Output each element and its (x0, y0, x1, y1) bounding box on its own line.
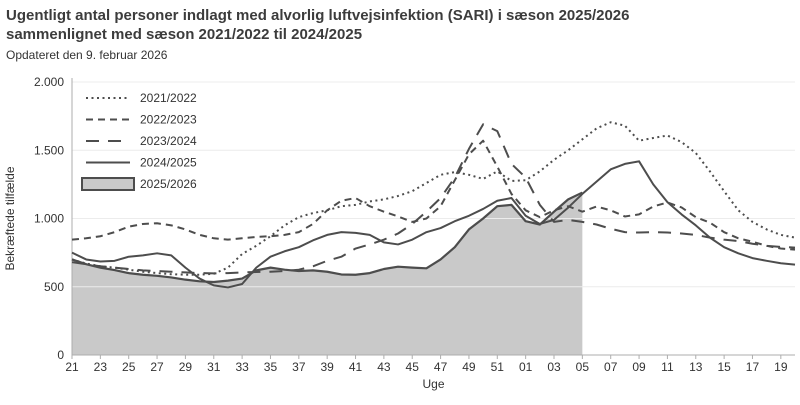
x-tick-label: 01 (519, 360, 533, 374)
legend-swatch-2025-2026 (81, 177, 135, 191)
legend-label-2023-2024: 2023/2024 (140, 134, 197, 148)
x-tick-label: 11 (661, 360, 674, 374)
x-tick-label: 37 (292, 360, 306, 374)
legend-label-2021-2022: 2021/2022 (140, 91, 197, 105)
x-tick-label: 31 (207, 360, 221, 374)
x-tick-label: 21 (65, 360, 79, 374)
x-tick-label: 03 (547, 360, 561, 374)
series-line-2021-2022 (71, 121, 796, 276)
y-tick-label: 1.500 (34, 143, 64, 157)
x-tick-label: 27 (150, 360, 164, 374)
x-tick-label: 17 (746, 360, 760, 374)
x-tick-label: 43 (377, 360, 391, 374)
x-tick-label: 45 (406, 360, 420, 374)
x-tick-label: 25 (122, 360, 136, 374)
series-line-2024-2025 (71, 160, 796, 289)
chart-updated-date: Opdateret den 9. februar 2026 (6, 48, 168, 62)
x-tick-label: 47 (434, 360, 448, 374)
legend-label-2024-2025: 2024/2025 (140, 156, 197, 170)
chart-title: Ugentligt antal personer indlagt med alv… (6, 6, 794, 44)
x-tick-label: 23 (94, 360, 108, 374)
chart-title-line2: sammenlignet med sæson 2021/2022 til 202… (6, 26, 363, 43)
chart-title-line1: Ugentligt antal personer indlagt med alv… (6, 7, 630, 24)
y-tick-label: 500 (44, 280, 64, 294)
x-tick-label: 19 (774, 360, 788, 374)
x-tick-label: 15 (717, 360, 731, 374)
series-area-border-2025-2026 (71, 191, 583, 284)
x-tick-label: 09 (632, 360, 646, 374)
x-tick-label: 49 (462, 360, 476, 374)
y-axis-title: Bekræftede tilfælde (3, 166, 17, 270)
y-tick-label: 0 (57, 348, 64, 362)
y-tick-label: 2.000 (34, 75, 64, 89)
x-tick-label: 29 (179, 360, 193, 374)
series-area-2025-2026 (72, 192, 583, 355)
x-tick-label: 07 (604, 360, 618, 374)
x-tick-label: 35 (264, 360, 278, 374)
x-tick-label: 41 (349, 360, 363, 374)
chart-header: Ugentligt antal personer indlagt med alv… (6, 6, 794, 62)
series-line-2022-2023 (71, 139, 796, 251)
x-tick-label: 39 (320, 360, 334, 374)
x-tick-label: 13 (689, 360, 703, 374)
x-axis-title: Uge (422, 377, 444, 391)
x-tick-label: 05 (576, 360, 590, 374)
x-tick-label: 33 (235, 360, 249, 374)
y-tick-label: 1.000 (34, 212, 64, 226)
legend-label-2022-2023: 2022/2023 (140, 113, 197, 127)
legend-label-2025-2026: 2025/2026 (140, 177, 197, 191)
x-tick-label: 51 (491, 360, 505, 374)
